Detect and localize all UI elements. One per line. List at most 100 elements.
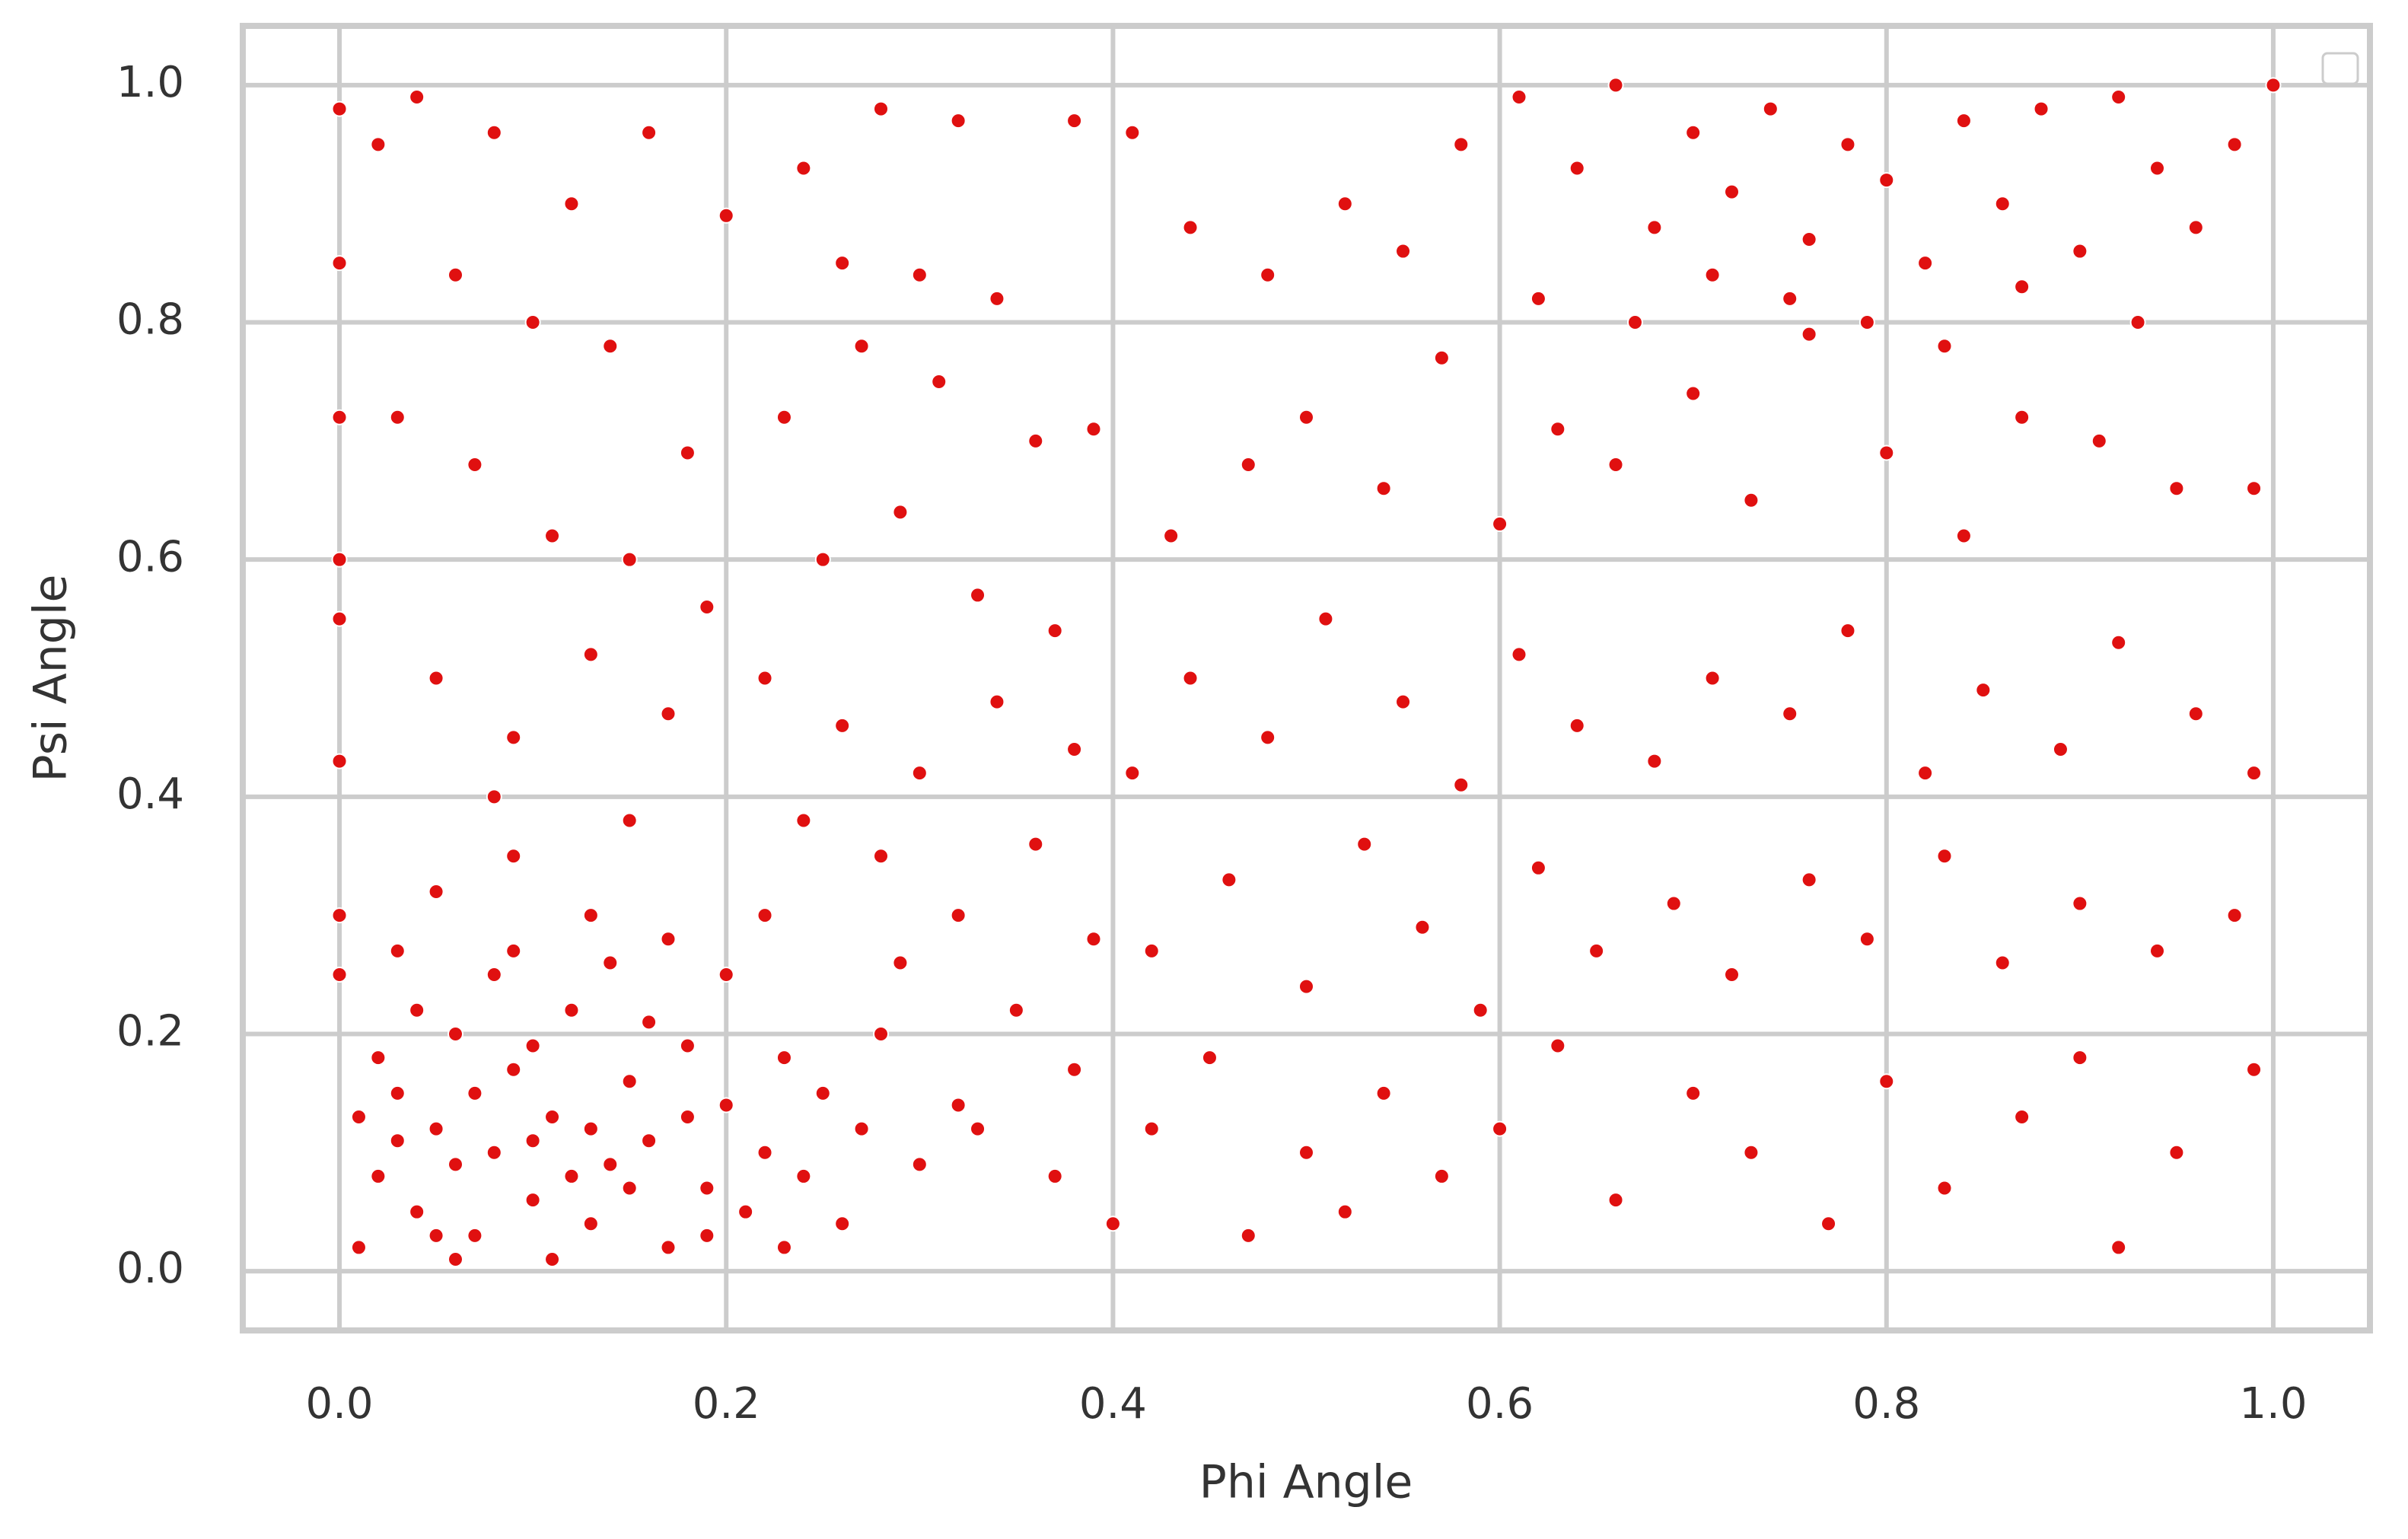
scatter-point (2168, 1144, 2185, 1161)
scatter-point (563, 1002, 580, 1018)
scatter-point (524, 1133, 541, 1149)
scatter-point (563, 196, 580, 212)
scatter-point (1859, 931, 1875, 948)
scatter-point (428, 883, 444, 900)
scatter-point (1066, 1061, 1083, 1078)
scatter-point (1704, 670, 1721, 687)
scatter-point (1801, 326, 1817, 343)
scatter-point (602, 1156, 619, 1173)
scatter-point (2265, 77, 2282, 94)
scatter-point (524, 1192, 541, 1209)
scatter-point (524, 1037, 541, 1054)
scatter-point (505, 729, 522, 746)
scatter-point (2129, 314, 2146, 331)
scatter-point (989, 693, 1005, 710)
scatter-point (2110, 1239, 2127, 1256)
x-tick-label: 0.8 (1852, 1379, 1920, 1429)
scatter-point (1492, 515, 1508, 532)
scatter-point (1588, 942, 1605, 959)
scatter-point (699, 1180, 715, 1196)
scatter-point (1820, 1216, 1837, 1232)
scatter-point (660, 706, 677, 722)
scatter-point (1878, 444, 1895, 461)
scatter-point (911, 1156, 928, 1173)
x-tick-label: 0.0 (306, 1379, 374, 1429)
scatter-point (853, 1120, 870, 1137)
scatter-point (370, 1168, 387, 1184)
scatter-point (2072, 895, 2088, 912)
scatter-point (1550, 1037, 1566, 1054)
scatter-point (1240, 1227, 1257, 1244)
scatter-point (1201, 1050, 1218, 1066)
scatter-point (1414, 919, 1431, 935)
scatter-point (931, 373, 948, 390)
scatter-point (756, 670, 773, 687)
scatter-point (448, 1025, 463, 1042)
plot-frame (240, 23, 2373, 1333)
scatter-point (1433, 1168, 1450, 1184)
scatter-point (1143, 1120, 1160, 1137)
scatter-point (621, 1073, 638, 1090)
scatter-point (428, 1227, 444, 1244)
scatter-point (331, 409, 348, 425)
scatter-point (409, 1002, 425, 1018)
scatter-point (1066, 741, 1083, 757)
scatter-point (1298, 1144, 1314, 1161)
scatter-point (873, 1025, 889, 1042)
y-tick-label: 0.0 (116, 1244, 184, 1293)
grid (243, 26, 2370, 1330)
scatter-point (1607, 457, 1624, 473)
scatter-point (448, 1156, 463, 1173)
scatter-point (892, 954, 909, 971)
scatter-point (1511, 646, 1527, 663)
scatter-point (2226, 136, 2243, 153)
scatter-point (1163, 527, 1180, 544)
scatter-point (795, 812, 812, 829)
scatter-point (660, 1239, 677, 1256)
scatter-point (679, 1109, 696, 1126)
scatter-point (2014, 279, 2031, 295)
scatter-point (486, 967, 502, 983)
x-tick-label: 1.0 (2239, 1379, 2307, 1429)
scatter-point (2052, 741, 2069, 757)
scatter-point (718, 1097, 734, 1114)
scatter-point (1472, 1002, 1489, 1018)
x-axis-label: Phi Angle (1199, 1456, 1413, 1509)
scatter-point (795, 1168, 812, 1184)
scatter-point (2014, 409, 2031, 425)
scatter-point (602, 954, 619, 971)
scatter-point (331, 255, 348, 272)
scatter-point (1124, 124, 1141, 141)
scatter-point (544, 527, 561, 544)
points (331, 77, 2282, 1268)
scatter-point (1839, 136, 1856, 153)
scatter-point (505, 942, 522, 959)
scatter-point (621, 1180, 638, 1196)
scatter-point (2072, 1050, 2088, 1066)
y-tick-label: 1.0 (116, 58, 184, 107)
scatter-point (2091, 432, 2107, 449)
scatter-point (1685, 1085, 1702, 1101)
scatter-point (1626, 314, 1643, 331)
scatter-point (834, 1216, 851, 1232)
scatter-point (641, 1014, 658, 1031)
scatter-point (370, 1050, 387, 1066)
scatter-point (582, 646, 599, 663)
scatter-point (2149, 942, 2165, 959)
scatter-point (1607, 1192, 1624, 1209)
scatter-point (544, 1251, 561, 1268)
y-tick-label: 0.4 (116, 770, 184, 819)
x-tick-label: 0.4 (1079, 1379, 1147, 1429)
scatter-point (331, 907, 348, 924)
scatter-point (2246, 765, 2263, 782)
scatter-point (582, 1216, 599, 1232)
scatter-point (1104, 1216, 1121, 1232)
scatter-point (679, 444, 696, 461)
scatter-point (1762, 100, 1779, 117)
scatter-point (428, 1120, 444, 1137)
scatter-point (1143, 942, 1160, 959)
scatter-point (1395, 243, 1412, 260)
scatter-point (2072, 243, 2088, 260)
